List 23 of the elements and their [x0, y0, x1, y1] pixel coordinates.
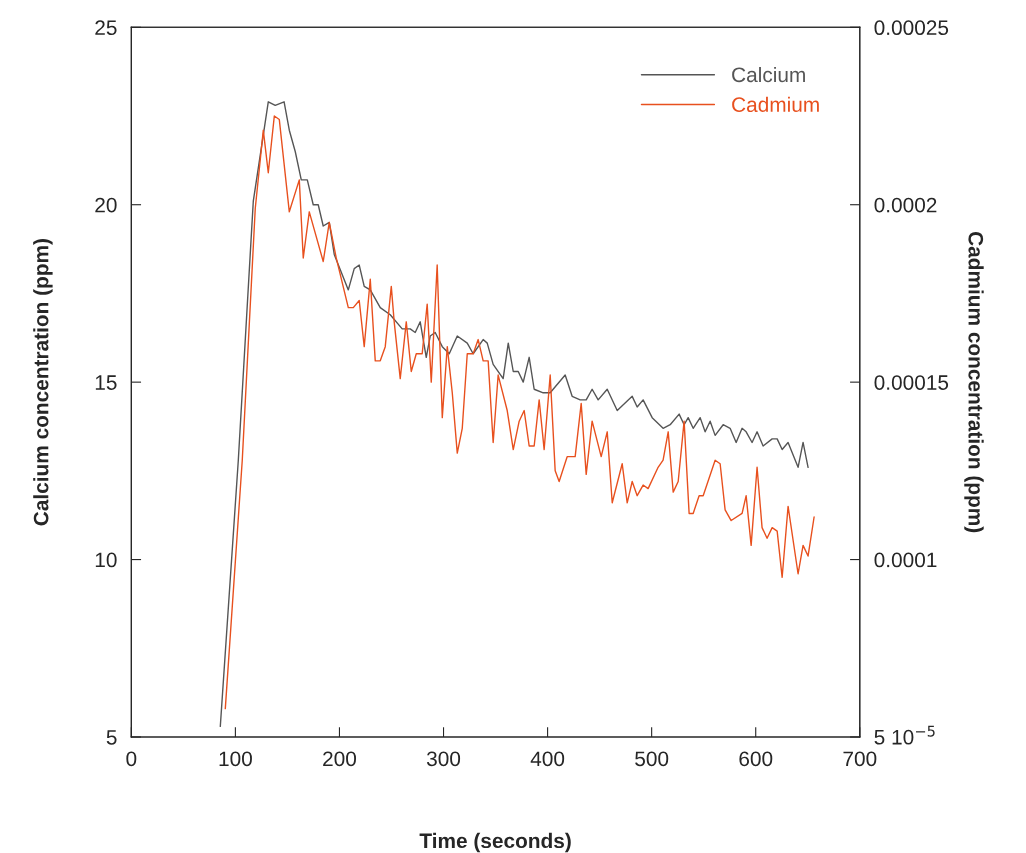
y2-tick-label: 0.00025: [874, 20, 949, 36]
x-tick-label: 200: [323, 751, 357, 767]
x-tick-label: 0: [126, 751, 137, 767]
x-tick-label: 600: [739, 751, 773, 767]
x-tick-label: 100: [219, 751, 252, 767]
x-axis-title: Time (seconds): [419, 832, 571, 853]
y-tick-label: 20: [95, 197, 117, 213]
y2-tick-label: 0.0001: [874, 552, 937, 568]
y2-tick-label: 5 10$^{−5}$: [874, 725, 935, 745]
x-tick-label: 700: [843, 751, 877, 767]
y-axis-title: Calcium concentration (ppm): [33, 239, 53, 526]
x-tick-label: 300: [426, 751, 461, 767]
x-tick-label: 400: [530, 751, 565, 767]
x-tick-label: 500: [635, 751, 669, 767]
legend-label: Calcium: [732, 66, 805, 83]
y-tick-label: 10: [95, 552, 117, 568]
y2-axis-title: Cadmium concentration (ppm): [964, 231, 984, 533]
y2-tick-label: 0.0002: [874, 197, 937, 213]
y-tick-label: 5: [106, 730, 117, 745]
y-tick-label: 15: [95, 375, 117, 390]
legend-label: Cadmium: [732, 96, 819, 113]
y-tick-label: 25: [95, 20, 117, 36]
y2-tick-label: 0.00015: [874, 375, 949, 390]
